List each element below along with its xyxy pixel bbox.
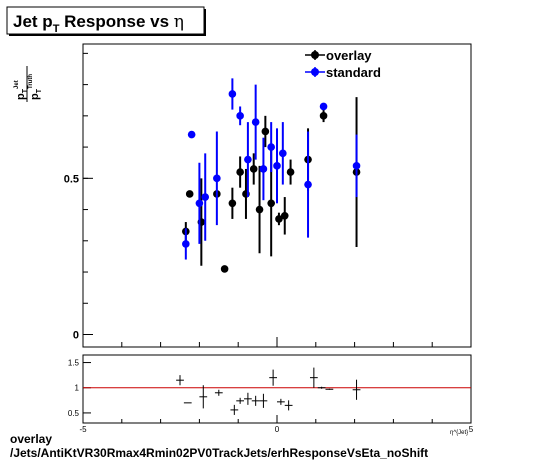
data-point-overlay <box>319 112 328 120</box>
y-tick-label: 0.5 <box>64 173 79 185</box>
data-point-overlay <box>261 127 270 136</box>
footer-line1: overlay <box>10 432 53 446</box>
data-point-overlay <box>286 168 295 176</box>
title-prefix: Jet p <box>13 12 53 31</box>
legend-label-standard: standard <box>326 65 381 80</box>
ratio-plot-frame <box>82 354 472 424</box>
data-point-overlay <box>255 205 264 214</box>
data-point-standard <box>319 102 328 111</box>
data-point-standard <box>244 155 252 164</box>
ratio-x-tick-label: 0 <box>275 425 280 434</box>
data-point-overlay <box>228 199 237 208</box>
data-point-standard <box>259 165 268 173</box>
data-point-standard <box>279 149 287 158</box>
ylabel-num: p <box>15 93 27 100</box>
data-point-overlay <box>249 165 258 173</box>
data-point-overlay <box>275 215 283 223</box>
ratio-x-tick-label: -5 <box>79 425 87 434</box>
svg-text:pTJet: pTJet <box>14 80 29 100</box>
data-point-standard <box>201 193 210 201</box>
footer-line2: /Jets/AntiKtVR30Rmax4Rmin02PV0TrackJets/… <box>10 446 429 460</box>
data-point-standard <box>304 180 312 189</box>
data-point-standard <box>195 199 204 208</box>
title-box: Jet pT Response vs η <box>6 6 206 36</box>
data-point-standard <box>352 162 361 170</box>
svg-text:pTTruth: pTTruth <box>28 74 43 100</box>
ylabel-den-sub: T <box>36 88 43 93</box>
title-greek: η <box>174 12 184 32</box>
y-tick-label: 0 <box>73 330 79 342</box>
data-point-standard <box>267 143 275 151</box>
ylabel-num-sub: T <box>22 88 29 93</box>
legend-entry-overlay: overlay <box>305 48 372 63</box>
data-point-overlay <box>185 190 194 198</box>
title-sub: T <box>53 23 60 35</box>
data-point-standard <box>273 162 281 170</box>
ylabel-den: p <box>29 93 41 100</box>
data-point-standard <box>251 118 260 126</box>
data-point-standard <box>236 112 244 120</box>
data-point-standard <box>182 240 190 248</box>
chart-title: Jet pT Response vs η <box>13 12 184 35</box>
ylabel-den-sup: Truth <box>28 74 34 89</box>
data-point-overlay <box>236 168 244 176</box>
ratio-y-tick-label: 1.5 <box>68 359 80 368</box>
ratio-y-tick-label: 1 <box>75 384 80 393</box>
legend-label-overlay: overlay <box>326 48 372 63</box>
data-point-standard <box>213 174 221 183</box>
x-axis-label-partial: η^{Jet} <box>450 430 468 436</box>
data-point-standard <box>187 130 196 139</box>
legend: overlay standard <box>305 48 381 80</box>
data-point-overlay <box>220 265 229 273</box>
ratio-data-points <box>176 367 361 415</box>
title-suffix: Response vs <box>59 12 173 31</box>
ratio-x-tick-label: 5 <box>469 425 474 434</box>
ratio-y-tick-label: 0.5 <box>68 409 80 418</box>
y-axis-label: pTJet pTTruth <box>14 66 43 102</box>
ratio-axes: 0.5 1 1.5 -5 0 5 <box>68 359 474 434</box>
legend-entry-standard: standard <box>305 65 381 80</box>
main-axes: 00.5 <box>64 52 472 347</box>
data-point-standard <box>228 90 237 98</box>
data-point-overlay <box>280 212 289 220</box>
main-data-points <box>182 78 361 273</box>
data-point-overlay <box>267 199 275 208</box>
ylabel-num-sup: Jet <box>14 80 20 89</box>
